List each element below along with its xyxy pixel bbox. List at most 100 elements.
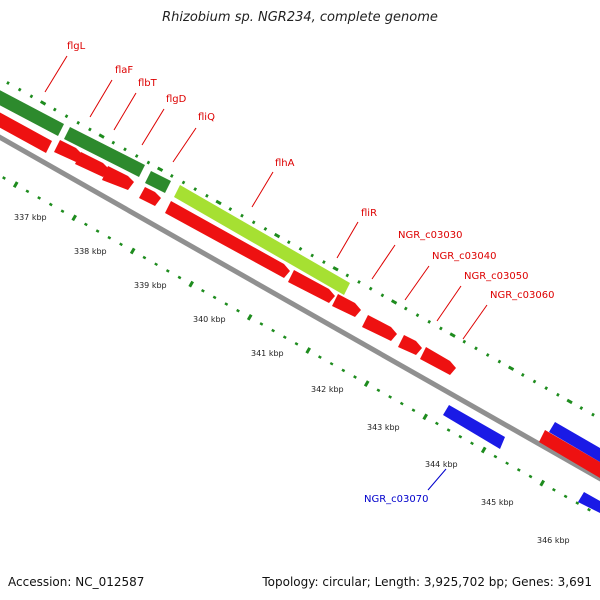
tick-mark (98, 133, 105, 139)
gene-leader-line (427, 468, 447, 491)
tick-mark (193, 187, 198, 192)
tick-mark (415, 313, 420, 318)
tick-mark (240, 213, 244, 218)
scale-tick (2, 176, 6, 180)
scale-tick (107, 235, 112, 240)
scale-tick (37, 196, 42, 200)
topology-text: Topology: circular; Length: 3,925,702 bp… (262, 575, 592, 589)
tick-mark (427, 319, 432, 324)
gene-leader-line (436, 285, 462, 322)
tick-mark (286, 240, 291, 245)
scale-tick (551, 487, 556, 492)
scale-tick (236, 308, 240, 313)
scale-tick (458, 434, 463, 439)
scale-tick (411, 408, 416, 413)
tick-mark (88, 127, 92, 132)
gene-red-8[interactable] (332, 294, 361, 317)
tick-mark (263, 227, 268, 231)
gene-leader-line (89, 79, 113, 118)
gene-leader-line (44, 55, 68, 93)
scale-tick (341, 368, 346, 373)
gene-leader-line (113, 92, 137, 131)
gene-label-flgD: flgD (166, 94, 187, 105)
gene-red-7[interactable] (288, 270, 335, 303)
gene-leader-line (172, 127, 197, 163)
scale-tick (129, 247, 136, 255)
gene-red-9[interactable] (362, 315, 397, 341)
tick-mark (332, 266, 339, 272)
tick-mark (111, 140, 116, 145)
scale-tick (446, 428, 451, 432)
tick-mark (228, 207, 233, 211)
map-title: Rhizobium sp. NGR234, complete genome (162, 10, 438, 25)
scale-tick (259, 322, 264, 326)
scale-label: 338 kbp (74, 247, 107, 256)
gene-NGR_c03070-bar[interactable] (443, 405, 505, 449)
tick-mark (474, 346, 478, 351)
gene-red-6[interactable] (165, 201, 290, 278)
gene-flgL-bar[interactable] (0, 85, 64, 136)
gene-red-3[interactable] (75, 152, 109, 177)
tick-mark (380, 293, 385, 298)
scale-tick (95, 229, 100, 233)
scale-tick (282, 335, 287, 340)
scale-tick (154, 262, 159, 267)
tick-mark (134, 154, 139, 158)
tick-mark (29, 94, 34, 99)
gene-label-fliQ: fliQ (198, 112, 215, 123)
gene-blue-3[interactable] (578, 492, 600, 513)
tick-mark (39, 100, 47, 106)
tick-mark (520, 372, 525, 377)
tick-mark (544, 386, 549, 391)
tick-mark (556, 392, 560, 397)
gene-flbT-bar[interactable] (145, 171, 171, 193)
scale-tick (563, 494, 568, 499)
tick-mark (6, 81, 10, 85)
scale-tick (434, 421, 439, 426)
gene-red-1[interactable] (0, 107, 52, 153)
tick-mark (439, 326, 443, 331)
scale-tick (505, 461, 510, 466)
gene-red-10[interactable] (398, 335, 422, 355)
gene-red-11[interactable] (420, 347, 456, 375)
scale-tick (294, 342, 299, 346)
tick-ring (6, 81, 595, 417)
gene-leader-line (336, 221, 359, 259)
gene-label-NGR_c03060: NGR_c03060 (490, 290, 555, 301)
gene-red-4[interactable] (102, 166, 134, 190)
tick-mark (403, 306, 408, 311)
scale-tick (71, 214, 77, 222)
tick-mark (485, 353, 490, 357)
scale-tick (388, 395, 393, 399)
tick-mark (566, 398, 573, 405)
scale-tick (516, 468, 521, 472)
gene-leader-line (251, 171, 274, 208)
scale-label: 337 kbp (14, 213, 47, 222)
scale-tick (305, 347, 311, 354)
tick-mark (449, 332, 456, 338)
tick-mark (368, 286, 373, 291)
scale-tick (60, 209, 65, 214)
scale-label: 339 kbp (134, 281, 167, 290)
gene-label-NGR_c03050: NGR_c03050 (464, 271, 529, 282)
scale-tick (493, 454, 498, 459)
gene-red-5[interactable] (139, 187, 161, 206)
gene-leader-line (462, 304, 488, 340)
scale-tick (539, 479, 546, 487)
gene-red-2[interactable] (54, 140, 82, 162)
gene-blue-2[interactable] (549, 422, 600, 462)
scale-tick (212, 295, 217, 300)
gene-label-flhA: flhA (275, 158, 295, 169)
scale-tick (165, 269, 170, 273)
scale-tick (142, 255, 147, 260)
gene-flhA-bar[interactable] (174, 185, 350, 295)
gene-flaF-bar[interactable] (64, 127, 145, 177)
gene-label-NGR_c03040: NGR_c03040 (432, 251, 497, 262)
accession-text: Accession: NC_012587 (8, 575, 145, 589)
tick-mark (273, 232, 281, 239)
scale-tick (271, 328, 276, 333)
scale-tick (480, 446, 487, 454)
scale-ring: 337 kbp 338 kbp 339 kbp 340 kbp 341 kbp 342 k… (2, 176, 591, 545)
gene-red-12[interactable] (539, 430, 600, 478)
scale-label: 343 kbp (367, 423, 400, 432)
